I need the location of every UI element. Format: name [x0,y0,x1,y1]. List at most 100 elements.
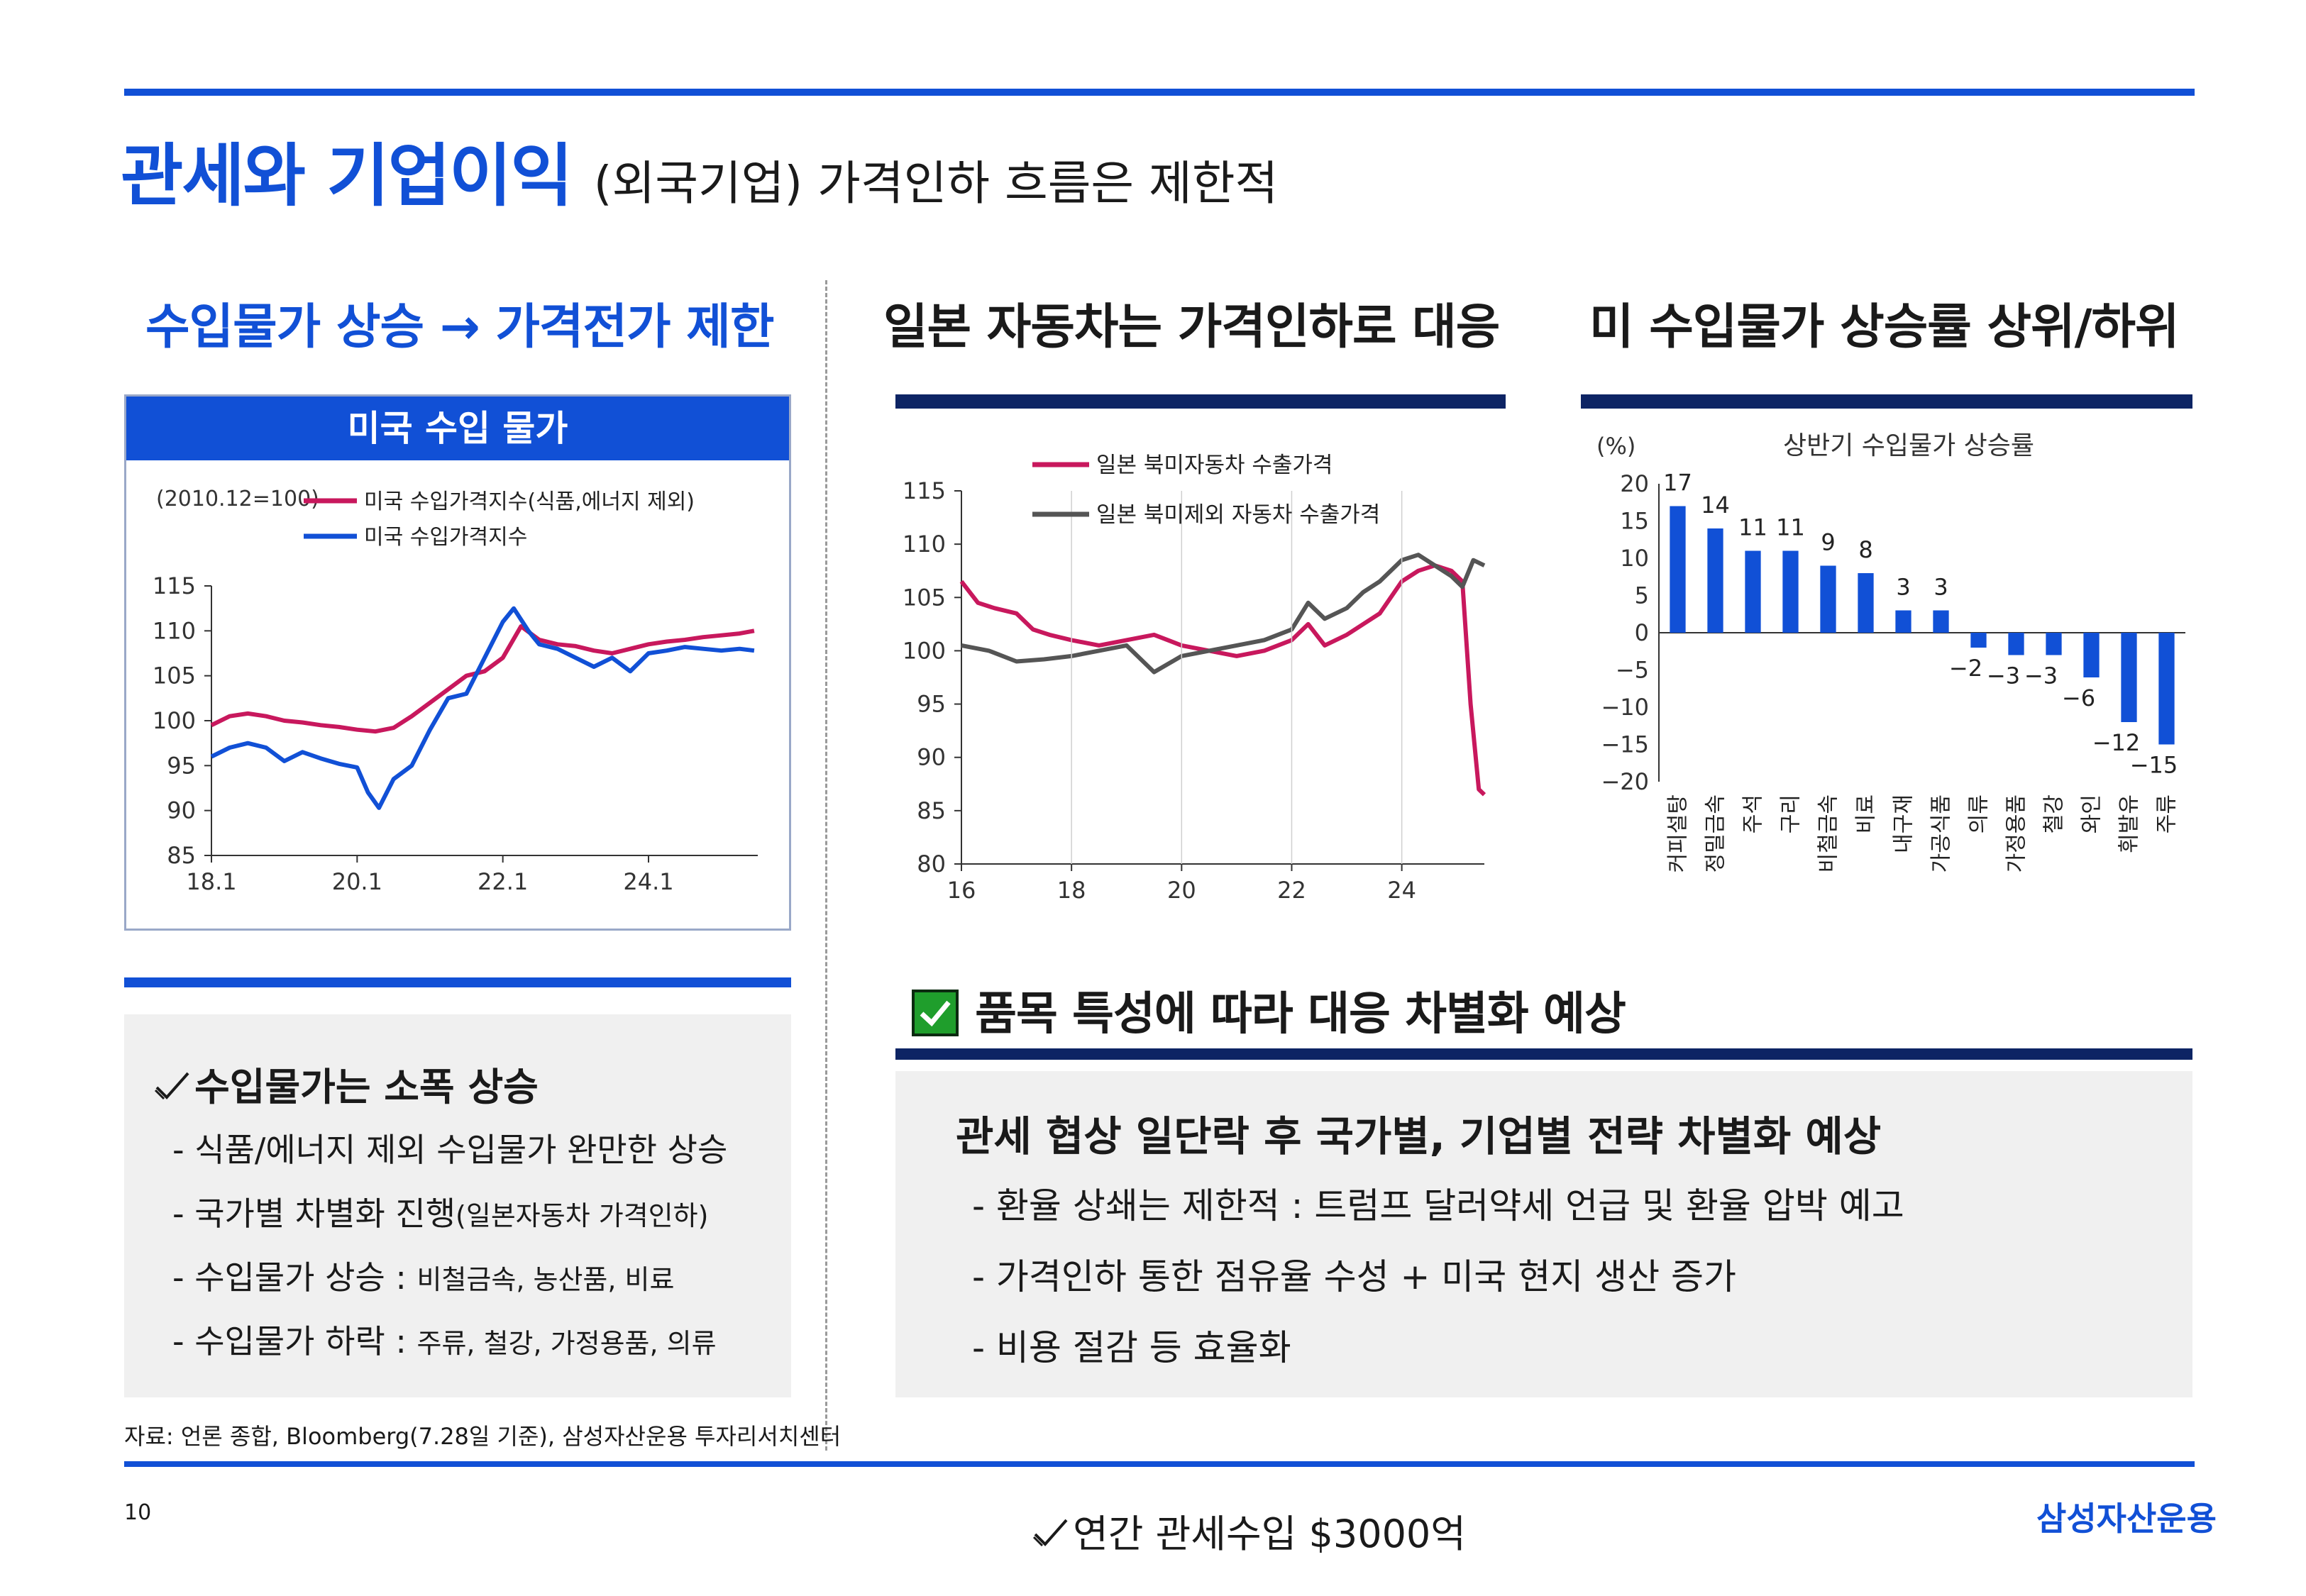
y-tick-label: −5 [1616,657,1649,684]
import-price-growth-bar-chart: (%) 상반기 수입물가 상승률 20 15 10 5 0 −5 −10 −15 −20 17 커피설탕… [1596,431,2185,872]
bar [1895,610,1911,633]
lower-item-1: - 환율 상쇄는 제한적 : 트럼프 달러약세 언급 및 환율 압박 예고 [972,1185,1904,1226]
y-tick-label: 105 [153,663,196,689]
chart-base-annotation: (2010.12=100) [156,487,319,511]
y-tick-label: 115 [153,572,196,599]
bar-value-label: −3 [1987,663,2020,689]
left-item-2-text: - 국가별 차별화 진행 [172,1195,456,1233]
bottom-rule [124,1461,2195,1467]
bar [1745,550,1761,633]
bar-value-label: −2 [1949,655,1982,682]
y-tick-label: 100 [153,707,196,734]
x-tick-label: 20 [1167,877,1196,904]
series-line-2 [210,606,755,810]
category-label: 휘발유 [2117,794,2142,853]
legend-label-1: 미국 수입가격지수(식품,에너지 제외) [364,489,695,514]
left-summary-title: 수입물가는 소폭 상승 [194,1065,539,1109]
category-label: 와인 [2080,794,2104,833]
bar [1933,610,1949,633]
lower-rule [895,1048,2192,1060]
bar [1670,506,1686,633]
left-summary-item-4: - 수입물가 하락 : 주류, 철강, 가정용품, 의류 [172,1316,717,1363]
import-price-chart-frame: 미국 수입 물가 85 90 95 100 105 110 115 18.1 20.1 22.1 2… [124,394,791,931]
lower-heading: 품목 특성에 따라 대응 차별화 예상 [912,977,1626,1043]
y-tick-label: 5 [1635,582,1649,609]
x-tick-label: 16 [947,877,976,904]
bar-value-label: 11 [1738,514,1767,541]
brand-logo: 삼성자산운용 [2036,1500,2217,1538]
bar [1858,573,1874,633]
category-label: 주류 [2155,794,2180,833]
y-tick-label: 95 [167,752,196,779]
y-tick-label: 90 [167,797,196,824]
left-item-2-note: (일본자동차 가격인하) [456,1200,709,1231]
top-rule [124,89,2195,96]
y-tick-label: 80 [917,850,946,877]
y-tick-label: 100 [903,637,946,664]
lower-item-2: - 가격인하 통한 점유율 수성 + 미국 현지 생산 증가 [972,1256,1736,1297]
y-tick-label: 0 [1635,619,1649,646]
bar-value-label: −12 [2092,729,2141,756]
bar-value-label: 14 [1701,492,1730,519]
category-label: 비철금속 [1816,794,1841,872]
y-tick-label: 110 [903,531,946,558]
category-label: 주석 [1741,794,1766,833]
page-number: 10 [124,1500,152,1525]
category-label: 가정용품 [2004,794,2029,872]
y-tick-label: 95 [917,691,946,718]
green-checkbox-icon [912,990,959,1036]
left-heading: 수입물가 상승 → 가격전가 제한 [145,299,774,355]
bar-value-label: −6 [2062,685,2095,711]
bar-value-label: 11 [1776,514,1805,541]
left-summary-item-1: - 식품/에너지 제외 수입물가 완만한 상승 [172,1124,727,1171]
x-tick-label: 22.1 [478,868,528,895]
right-rule [1581,394,2192,409]
y-tick-label: 20 [1620,470,1649,497]
category-label: 철강 [2042,794,2067,833]
bar [2046,633,2062,655]
bar [2008,633,2024,655]
bar [1782,550,1799,633]
series-line-1 [959,563,1486,797]
y-tick-label: 115 [903,477,946,504]
bar-value-label: 3 [1896,574,1910,601]
checkmark-icon [1032,1519,1068,1547]
left-summary-item-2: - 국가별 차별화 진행(일본자동차 가격인하) [172,1188,708,1235]
bar-value-label: 17 [1663,470,1692,497]
bar [1707,528,1723,633]
x-tick-label: 24 [1387,877,1416,904]
y-tick-label: 110 [153,617,196,644]
y-tick-label: −15 [1601,731,1649,758]
category-label: 가공식품 [1929,794,1954,872]
left-item-4-text: - 수입물가 하락 : [172,1322,417,1361]
lower-item-3: - 비용 절감 등 효율화 [972,1327,1291,1368]
x-tick-label: 18.1 [186,868,236,895]
y-tick-label: 105 [903,584,946,611]
lower-summary-box: 관세 협상 일단락 후 국가별, 기업별 전략 차별화 예상 - 환율 상쇄는 … [895,1071,2192,1397]
page-title-sub: (외국기업) 가격인하 흐름은 제한적 [593,156,1279,211]
category-label: 구리 [1779,794,1804,833]
bar-value-label: −15 [2130,752,2178,779]
checkmark-icon [154,1072,189,1100]
y-unit-label: (%) [1596,433,1635,460]
middle-rule [895,394,1506,409]
left-summary-item-3: - 수입물가 상승 : 비철금속, 농산품, 비료 [172,1252,674,1299]
lower-summary-title: 관세 협상 일단락 후 국가별, 기업별 전략 차별화 예상 [956,1112,1882,1160]
category-label: 커피설탕 [1666,794,1691,872]
japan-auto-export-price-chart: 80 85 90 95 100 105 110 115 16 18 20 22 24 일본 북미자동차 수… [903,453,1486,904]
y-tick-label: 85 [917,797,946,824]
page-title: 관세와 기업이익 (외국기업) 가격인하 흐름은 제한적 [121,121,1278,219]
import-price-line-chart: 85 90 95 100 105 110 115 18.1 20.1 22.1 24.1 (2010.… [153,487,758,895]
y-tick-label: 90 [917,744,946,771]
x-tick-label: 20.1 [332,868,382,895]
source-note: 자료: 언론 종합, Bloomberg(7.28일 기준), 삼성자산운용 투… [124,1423,842,1450]
right-heading: 미 수입물가 상승률 상위/하위 [1589,299,2180,355]
y-tick-label: 15 [1620,508,1649,535]
x-tick-label: 18 [1057,877,1086,904]
category-label: 정밀금속 [1704,794,1728,872]
left-item-1-text: - 식품/에너지 제외 수입물가 완만한 상승 [172,1131,728,1169]
bar [1970,633,1987,648]
y-tick-label: 10 [1620,545,1649,572]
page-title-main: 관세와 기업이익 [121,136,573,216]
category-label: 비료 [1854,794,1879,833]
